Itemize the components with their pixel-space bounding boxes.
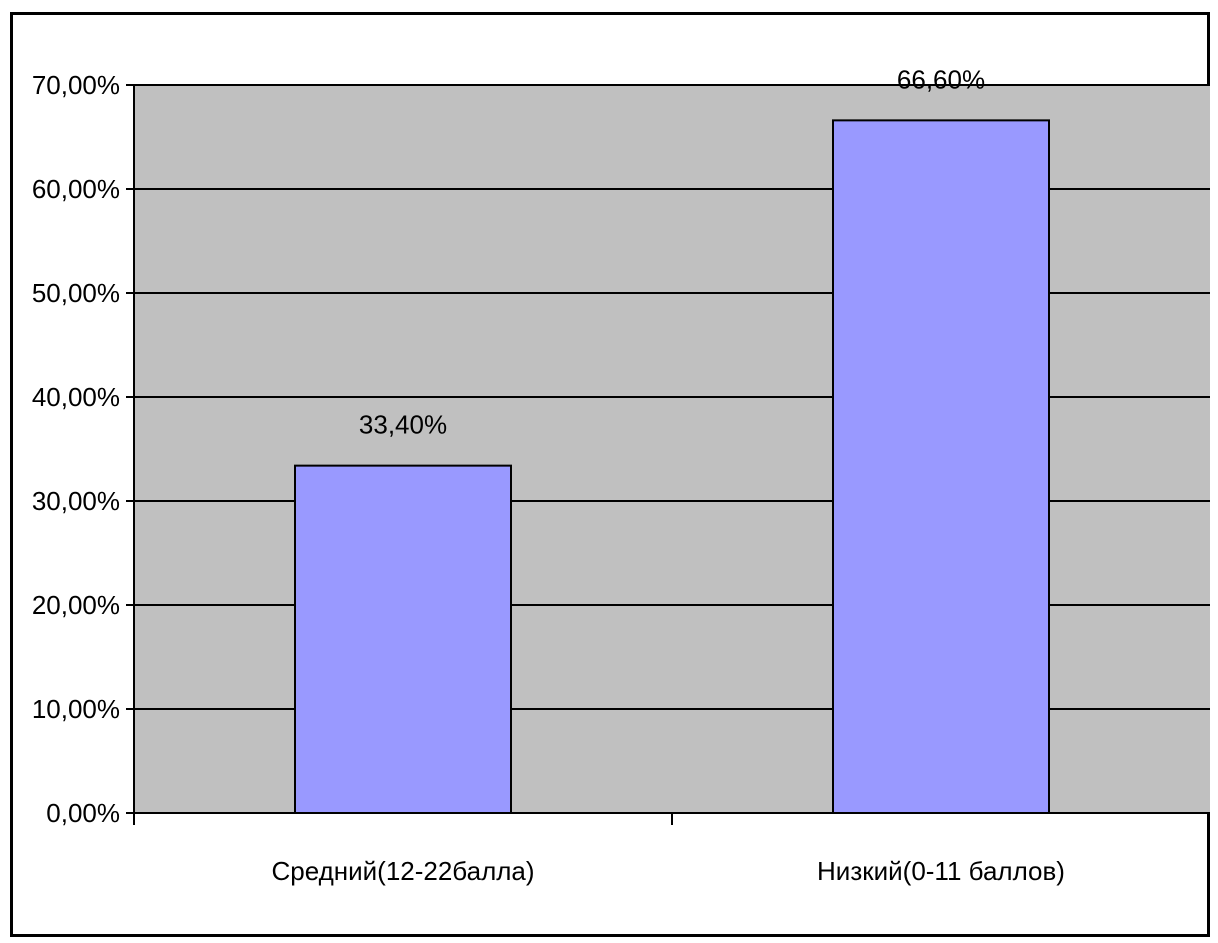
y-tick-label-7: 70,00% xyxy=(32,70,120,100)
y-tick-label-6: 60,00% xyxy=(32,174,120,204)
y-tick-label-2: 20,00% xyxy=(32,590,120,620)
y-tick-label-5: 50,00% xyxy=(32,278,120,308)
x-tick-label-0: Средний(12-22балла) xyxy=(271,856,534,886)
data-label-0: 33,40% xyxy=(359,410,447,440)
y-tick-label-0: 0,00% xyxy=(46,798,120,828)
y-tick-label-3: 30,00% xyxy=(32,486,120,516)
y-tick-label-4: 40,00% xyxy=(32,382,120,412)
bar-1 xyxy=(832,119,1050,815)
data-label-1: 66,60% xyxy=(897,64,985,94)
y-tick-label-1: 10,00% xyxy=(32,694,120,724)
x-tick-label-1: Низкий(0-11 баллов) xyxy=(817,856,1065,886)
bar-0 xyxy=(294,464,512,814)
